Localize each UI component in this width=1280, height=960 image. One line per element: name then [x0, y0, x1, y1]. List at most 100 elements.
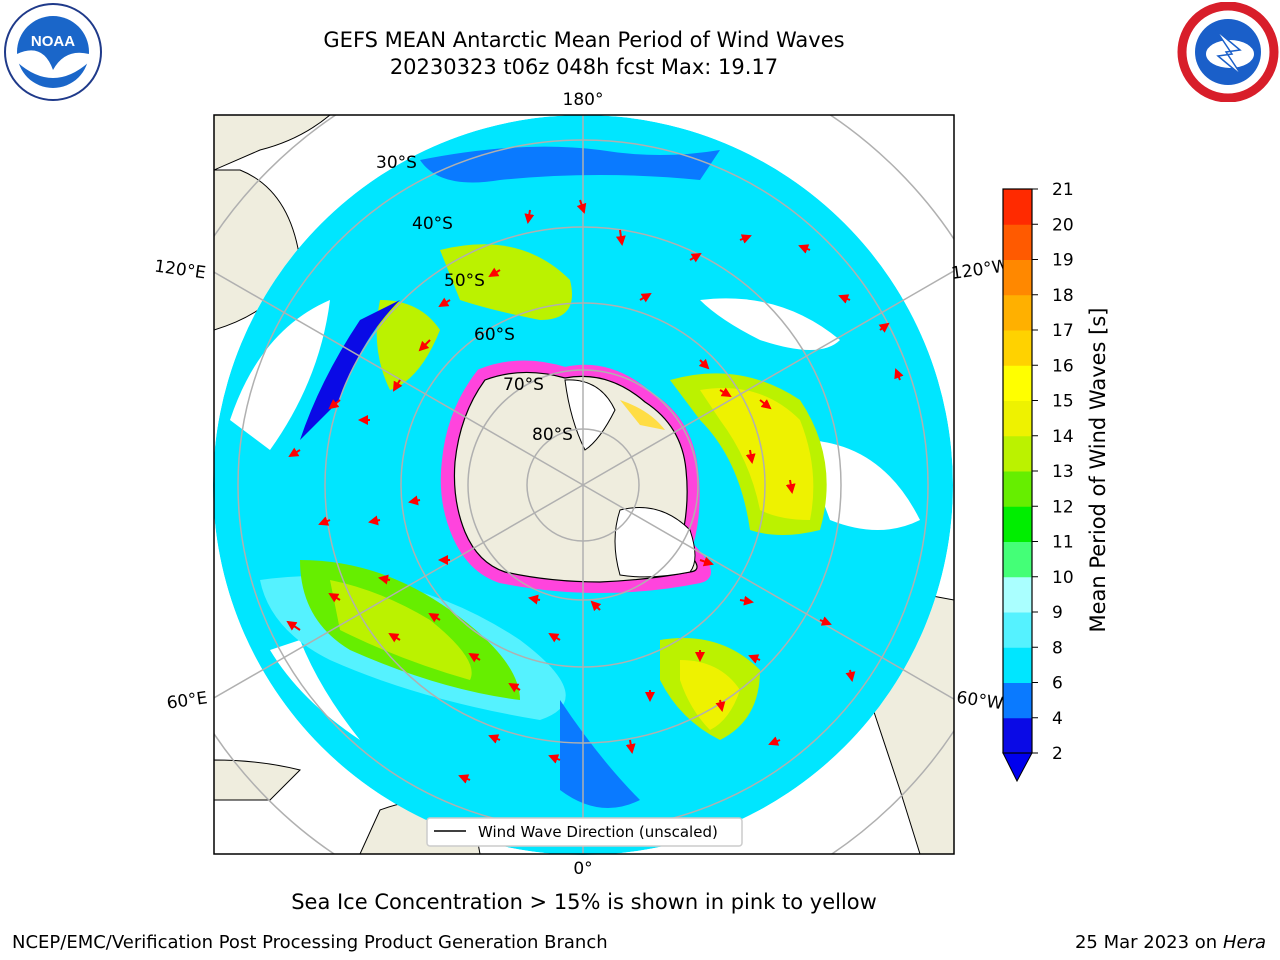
wave-arrow — [739, 234, 752, 244]
antarctica — [440, 360, 711, 594]
wave-arrow — [524, 209, 535, 224]
colorbar-tick-label: 16 — [1052, 356, 1074, 376]
wave-arrow — [318, 516, 331, 526]
wave-arrow — [759, 399, 772, 410]
colorbar-segment — [1003, 576, 1032, 613]
colorbar-tick-label: 10 — [1052, 568, 1074, 588]
wave-arrow — [468, 652, 481, 663]
wave-arrow — [838, 294, 851, 304]
lat-label-40s: 40°S — [412, 214, 453, 234]
colorbar: 2 4 6 8 9 10 11 12 13 14 15 16 17 18 19 20 21 — [1002, 180, 1074, 783]
wave-arrow — [418, 339, 431, 352]
lat-label-70s: 70°S — [503, 375, 544, 395]
wave-arrow — [548, 632, 561, 643]
wave-arrow — [528, 594, 541, 605]
wave-arrow — [368, 515, 381, 526]
graticule — [214, 115, 954, 854]
wave-arrow — [438, 297, 451, 308]
credit-host: Hera — [1222, 932, 1266, 953]
colorbar-tick-label: 12 — [1052, 497, 1074, 517]
colorbar-tick-label: 14 — [1052, 427, 1074, 447]
credit-date: 25 Mar 2023 on Hera — [1075, 932, 1266, 953]
lon-label-120e: 120°E — [153, 256, 207, 283]
colorbar-segment — [1003, 294, 1032, 331]
colorbar-tick-label: 18 — [1052, 286, 1074, 306]
colorbar-tick-label: 21 — [1052, 180, 1074, 200]
figure-caption: Sea Ice Concentration > 15% is shown in … — [291, 890, 877, 914]
colorbar-tick-label: 15 — [1052, 392, 1074, 412]
colorbar-segment — [1003, 682, 1032, 719]
wave-arrow — [388, 632, 401, 643]
colorbar-tick-label: 2 — [1052, 744, 1063, 764]
wave-arrow — [748, 654, 761, 664]
wave-arrow — [488, 734, 501, 744]
wave-arrow — [458, 774, 471, 784]
wave-arrow — [639, 292, 652, 303]
wave-arrow — [328, 399, 341, 410]
wave-arrow — [548, 754, 561, 764]
wave-arrow — [699, 556, 714, 567]
lat-label-60s: 60°S — [474, 325, 515, 345]
wave-arrow — [408, 495, 421, 506]
colorbar-segment — [1003, 224, 1032, 260]
chart-title: GEFS MEAN Antarctic Mean Period of Wind … — [323, 28, 845, 52]
colorbar-segment — [1003, 541, 1032, 578]
wave-arrow — [378, 574, 391, 585]
colorbar-tick-label: 11 — [1052, 533, 1074, 553]
lat-label-80s: 80°S — [532, 425, 573, 445]
colorbar-segment — [1003, 189, 1032, 225]
wave-arrow — [286, 620, 301, 631]
wave-arrow — [785, 479, 796, 494]
wave-arrow — [576, 199, 587, 214]
wave-arrow — [328, 592, 341, 603]
wave-arrow — [768, 736, 781, 746]
colorbar-segment — [1003, 400, 1032, 437]
wave-arrow — [508, 682, 521, 693]
wave-arrow — [488, 267, 501, 278]
wind-wave-arrows — [286, 199, 904, 784]
wave-arrow — [715, 699, 726, 712]
colorbar-title: Mean Period of Wind Waves [s] — [1086, 307, 1110, 633]
noaa-logo: NOAA — [4, 3, 102, 101]
lon-label-120w: 120°W — [950, 256, 1010, 284]
lat-label-30s: 30°S — [376, 153, 417, 173]
colorbar-tick-label: 4 — [1052, 709, 1063, 729]
colorbar-segment — [1003, 471, 1032, 507]
colorbar-tick-label: 9 — [1052, 603, 1063, 623]
colorbar-tick-label: 20 — [1052, 215, 1074, 235]
credit-branch: NCEP/EMC/Verification Post Processing Pr… — [12, 932, 608, 953]
colorbar-segment — [1003, 259, 1032, 296]
wave-arrow — [392, 379, 403, 392]
wave-arrow — [894, 368, 904, 381]
wave-arrow — [878, 322, 890, 333]
colorbar-segment — [1003, 506, 1032, 542]
colorbar-tick-label: 13 — [1052, 462, 1074, 482]
colorbar-segment — [1003, 647, 1032, 683]
colorbar-tick-label: 8 — [1052, 638, 1063, 658]
colorbar-tick-label: 19 — [1052, 251, 1074, 271]
colorbar-segment — [1003, 365, 1032, 401]
chart-subtitle: 20230323 t06z 048h fcst Max: 19.17 — [389, 55, 779, 79]
wave-arrow — [798, 244, 811, 254]
colorbar-extend-triangle — [1002, 752, 1033, 783]
wave-arrow — [745, 449, 756, 464]
wave-arrow — [719, 387, 732, 398]
wave-arrow — [625, 739, 636, 754]
lat-label-50s: 50°S — [444, 271, 485, 291]
map-legend: Wind Wave Direction (unscaled) — [426, 817, 743, 847]
credit-date-text: 25 Mar 2023 on — [1074, 932, 1218, 953]
lon-label-60w: 60°W — [955, 688, 1004, 714]
lon-label-0: 0° — [573, 859, 592, 879]
lon-label-60e: 60°E — [166, 688, 209, 713]
wave-arrow — [615, 229, 626, 246]
wave-arrow — [698, 358, 710, 370]
lon-label-180: 180° — [563, 90, 604, 110]
wave-arrow — [288, 447, 301, 458]
map-frame — [213, 114, 955, 855]
colorbar-tick-label: 17 — [1052, 321, 1074, 341]
noaa-logo-text: NOAA — [31, 33, 75, 50]
wave-arrow — [590, 600, 602, 612]
colorbar-segment — [1003, 435, 1032, 472]
colorbar-segment — [1003, 612, 1032, 648]
